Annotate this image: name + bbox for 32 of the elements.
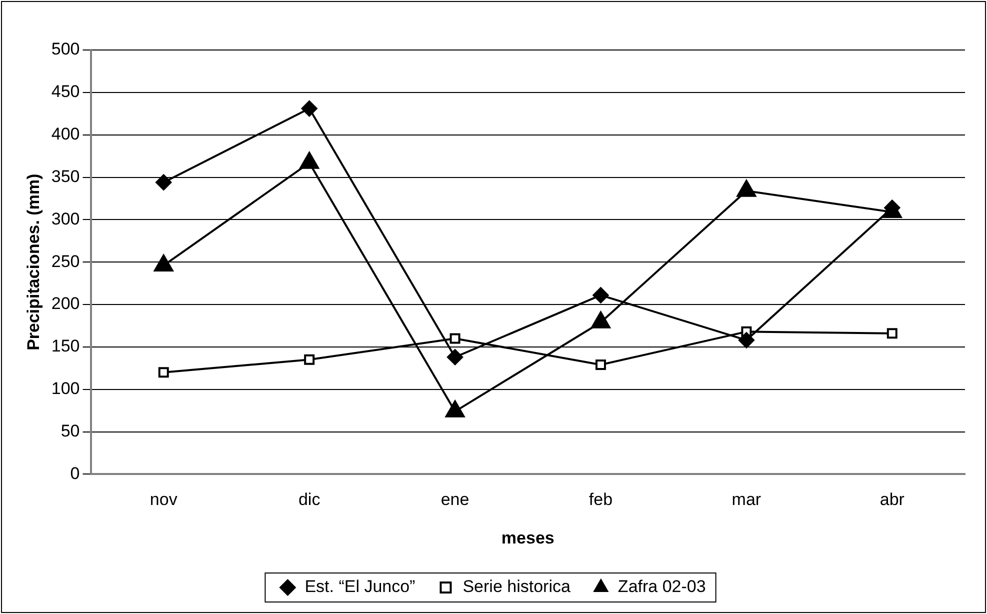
y-tick-label: 500 [51, 40, 80, 59]
y-tick-label: 300 [51, 209, 80, 228]
y-tick-label: 450 [51, 82, 80, 102]
x-tick-label: nov [150, 490, 178, 510]
legend-label: Zafra 02-03 [618, 577, 706, 596]
x-tick-label: dic [298, 490, 321, 510]
x-tick-label: feb [588, 490, 613, 510]
y-tick-label: 150 [51, 336, 80, 356]
y-tick-label: 350 [51, 166, 80, 186]
point [595, 360, 606, 370]
legend-label: Est. “El Junco” [304, 577, 416, 596]
point [886, 328, 898, 339]
y-tick-label: 250 [51, 252, 80, 271]
point [304, 354, 315, 365]
y-tick-label: 200 [51, 294, 80, 314]
point [592, 287, 609, 304]
point [158, 367, 169, 378]
point [450, 333, 460, 344]
y-tick-label: 400 [51, 124, 80, 144]
legend-label: Serie historica [462, 577, 571, 596]
x-axis-title: meses [501, 528, 554, 548]
y-tick-label: 0 [70, 464, 80, 483]
y-axis-title: Precipitaciones. (mm) [24, 174, 43, 350]
x-tick-label: ene [440, 490, 470, 510]
x-tick-label: mar [732, 490, 762, 510]
point [301, 100, 318, 117]
point [738, 332, 754, 348]
point [447, 349, 464, 366]
y-tick-label: 50 [60, 421, 80, 440]
x-tick-label: abr [880, 490, 905, 510]
y-tick-label: 100 [51, 379, 80, 398]
point [156, 174, 172, 190]
